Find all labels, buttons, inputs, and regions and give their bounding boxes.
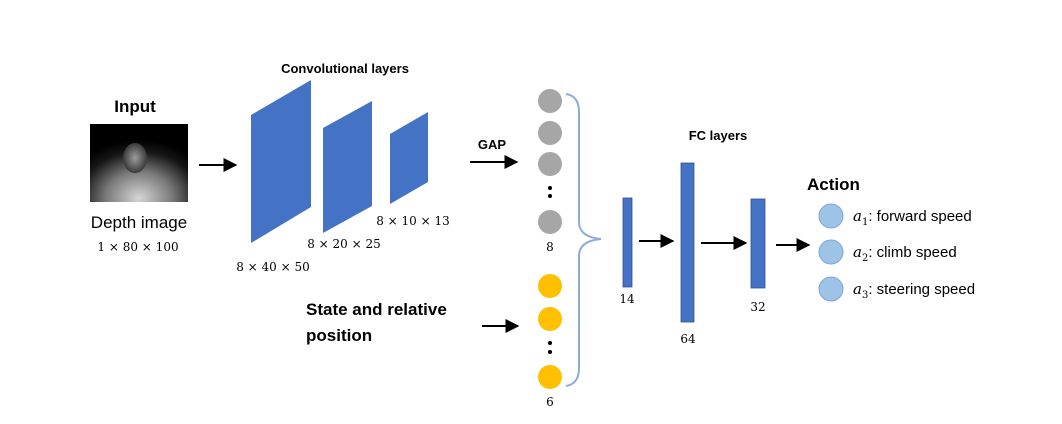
svg-text:a1: forward speed: a1: forward speed	[853, 207, 972, 228]
gap-node	[538, 152, 562, 176]
action-subscript: 3	[862, 290, 868, 301]
fc-layer-3	[750, 198, 766, 289]
fc-layer-2	[680, 162, 695, 323]
action-symbol: a	[853, 243, 862, 261]
gap-count: 8	[546, 240, 554, 254]
fc-layer-1-size: 14	[619, 292, 635, 306]
conv-layer-2-dims: 8 × 20 × 25	[307, 237, 381, 251]
conv-layer-2	[323, 101, 372, 233]
ellipsis-dot	[548, 194, 552, 198]
gap-node	[538, 121, 562, 145]
gap-node	[538, 210, 562, 234]
gap-node-column	[538, 89, 562, 234]
action-item-3: a3: steering speed	[818, 276, 975, 302]
conv-layer-3-dims: 8 × 10 × 13	[376, 214, 450, 228]
input-caption: Depth image	[91, 213, 187, 232]
concat-brace	[565, 93, 602, 387]
ellipsis-dot	[548, 186, 552, 190]
action-node	[818, 203, 844, 229]
action-item-1: a1: forward speed	[818, 203, 972, 229]
state-node	[538, 365, 562, 389]
gap-node	[538, 89, 562, 113]
fc-layer-2-size: 64	[680, 332, 696, 346]
action-title: Action	[807, 175, 860, 194]
svg-text:a3: steering speed: a3: steering speed	[853, 280, 975, 301]
action-label: : climb speed	[868, 244, 956, 261]
conv-title: Convolutional layers	[281, 61, 409, 76]
action-node	[818, 276, 844, 302]
action-item-2: a2: climb speed	[818, 239, 957, 265]
ellipsis-dot	[548, 350, 552, 354]
action-node	[818, 239, 844, 265]
action-label: : forward speed	[868, 208, 971, 225]
fc-layer-1	[622, 197, 633, 288]
state-label-line1: State and relative	[306, 300, 447, 319]
state-node	[538, 307, 562, 331]
input-title: Input	[114, 97, 156, 116]
fc-title: FC layers	[689, 128, 748, 143]
svg-text:a2: climb speed: a2: climb speed	[853, 243, 957, 264]
conv-layer-1-dims: 8 × 40 × 50	[236, 260, 310, 274]
ellipsis-dot	[548, 341, 552, 345]
depth-image	[90, 124, 188, 202]
state-label-line2: position	[306, 326, 372, 345]
action-subscript: 1	[862, 217, 868, 228]
state-count: 6	[546, 395, 554, 409]
conv-layer-3	[390, 112, 428, 204]
conv-layer-1	[251, 80, 311, 243]
action-subscript: 2	[862, 253, 868, 264]
state-node	[538, 274, 562, 298]
state-node-column	[538, 274, 562, 389]
input-dims: 1 × 80 × 100	[97, 240, 178, 254]
action-symbol: a	[853, 207, 862, 225]
fc-layer-3-size: 32	[750, 300, 765, 314]
action-symbol: a	[853, 280, 862, 298]
action-label: : steering speed	[868, 281, 975, 298]
gap-label: GAP	[478, 137, 507, 152]
